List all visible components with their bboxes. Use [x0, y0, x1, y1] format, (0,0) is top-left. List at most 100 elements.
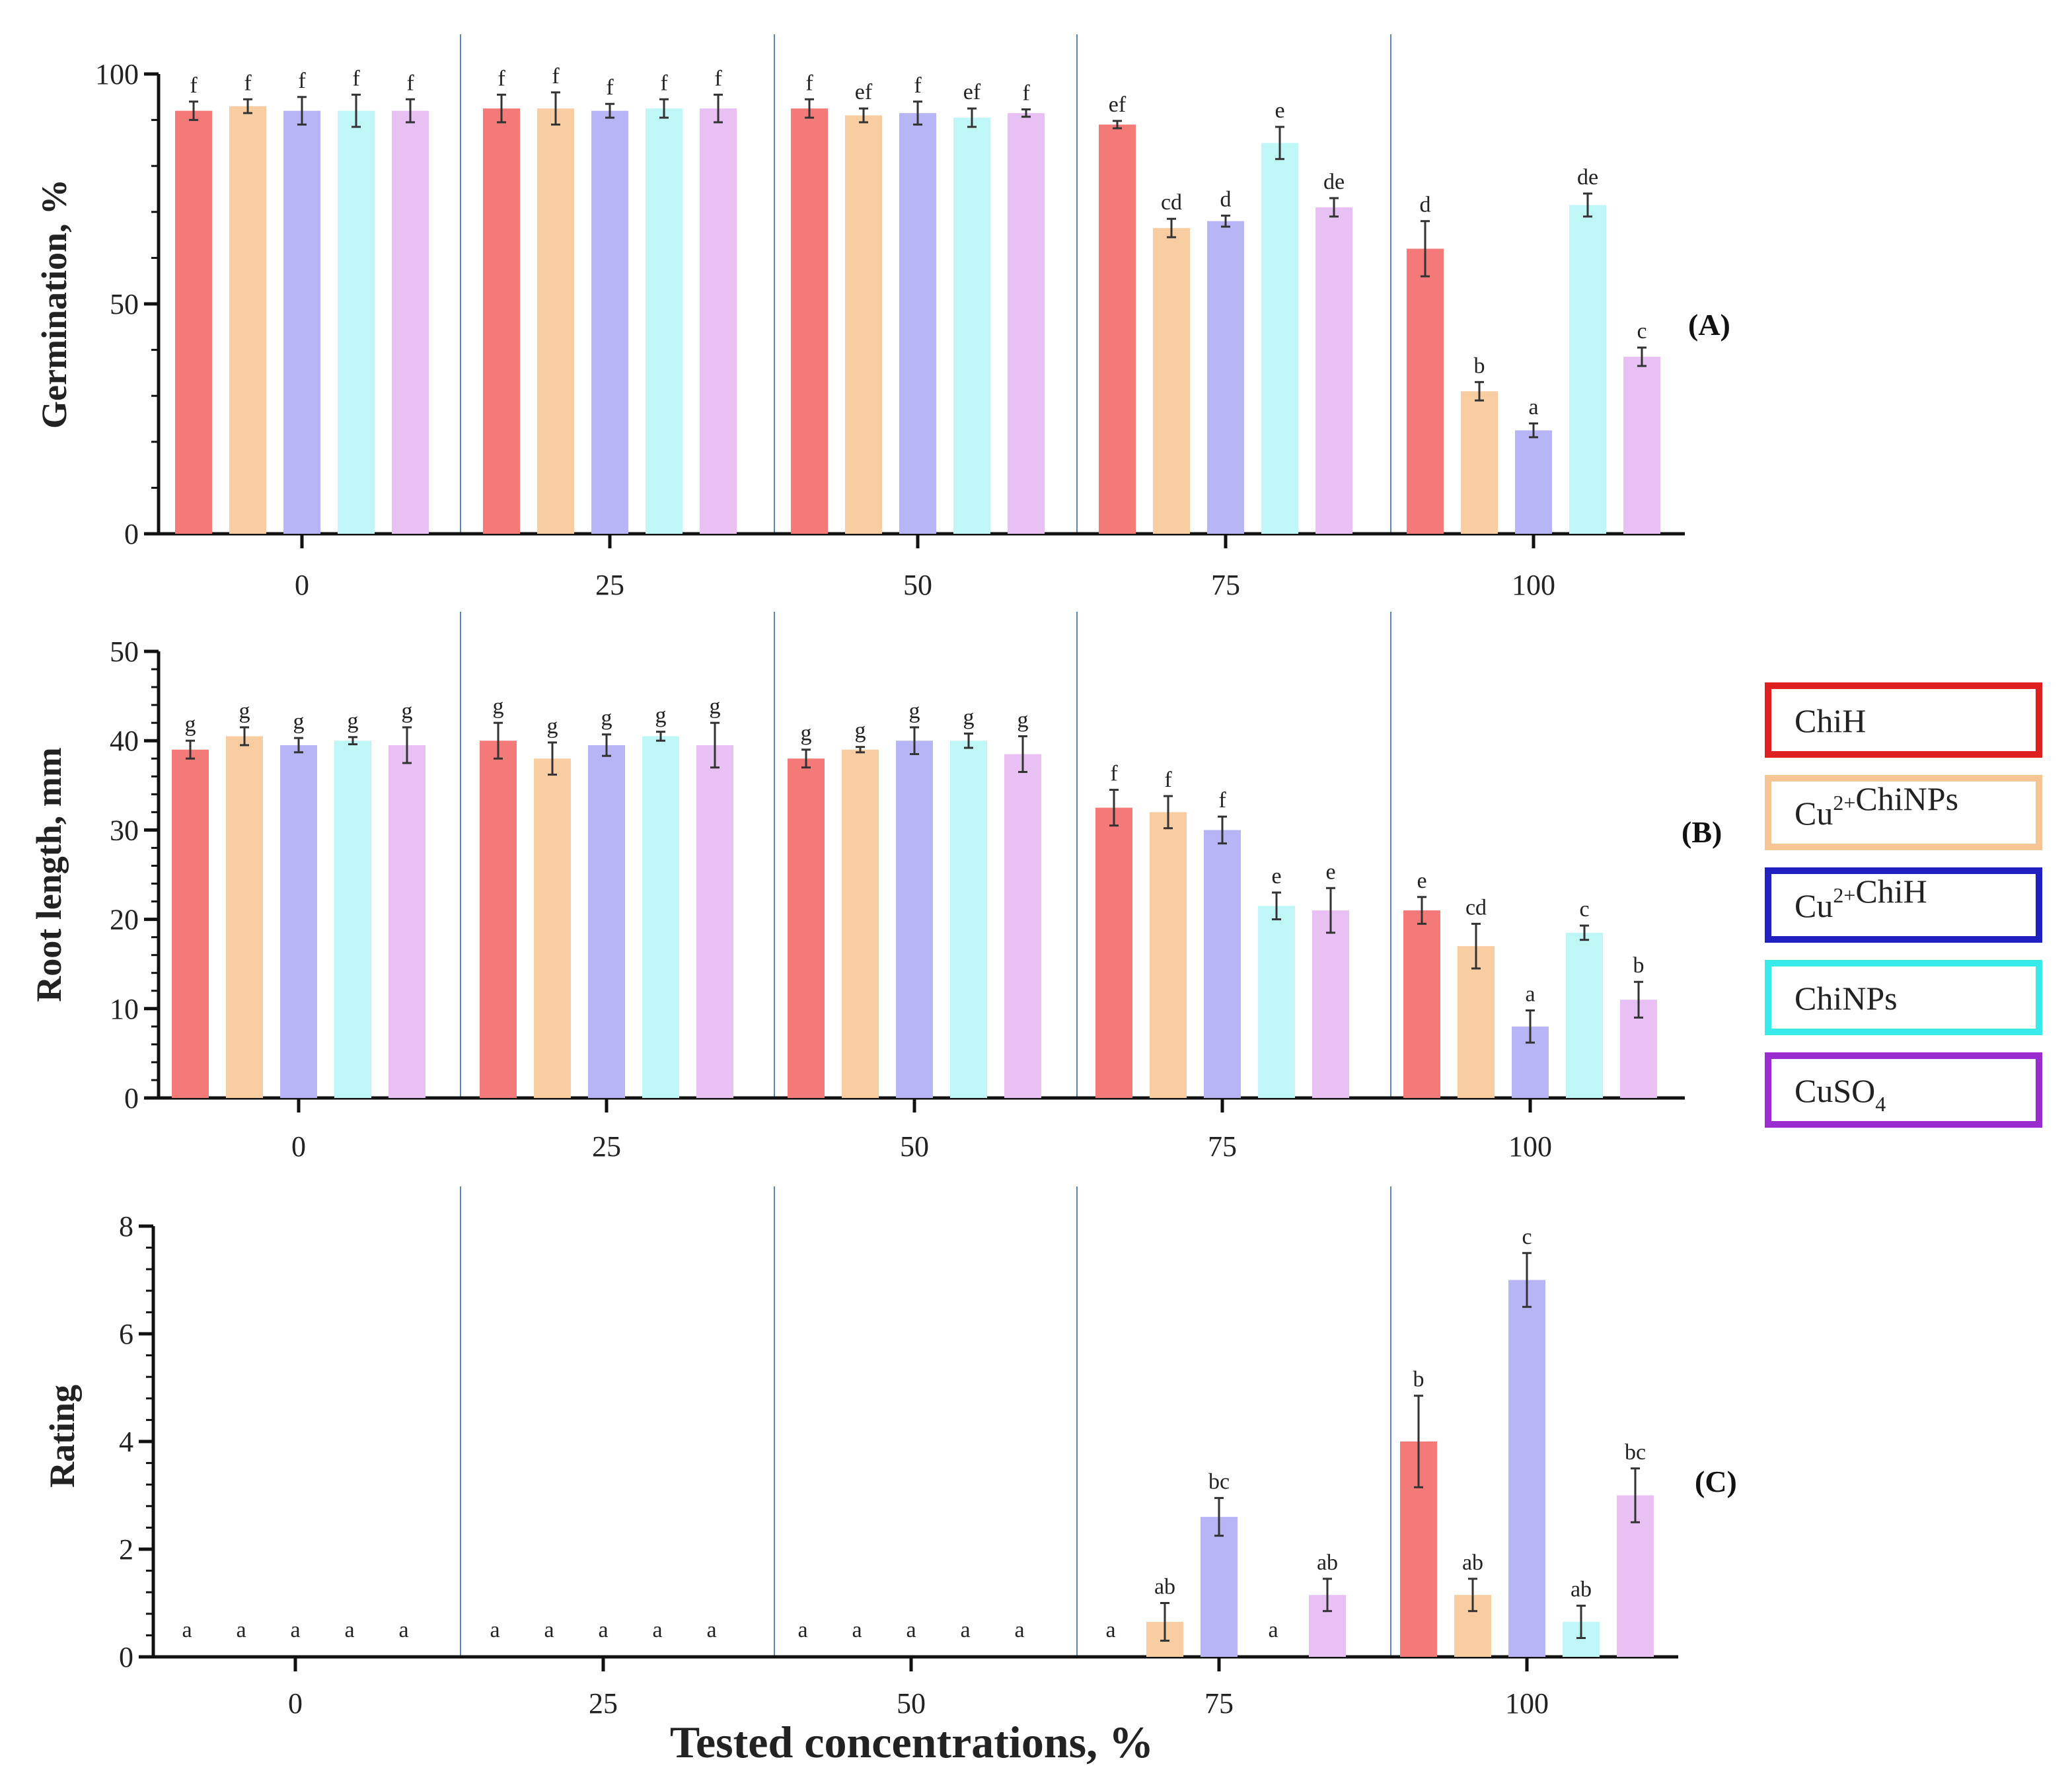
bar-cuchih: [280, 745, 317, 1098]
significance-letter: g: [493, 694, 504, 719]
bar-chih: [791, 108, 828, 534]
panel-label: (A): [1688, 308, 1730, 342]
y-tick-label: 0: [124, 518, 139, 550]
significance-letter: c: [1579, 897, 1589, 922]
legend-label-cuchih: Cu2+ChiH: [1794, 873, 1927, 924]
y-tick-label: 4: [119, 1426, 133, 1458]
significance-letter: f: [244, 71, 252, 95]
significance-letter: a: [290, 1618, 300, 1642]
significance-letter: a: [1528, 395, 1538, 419]
legend-box-chinps: [1765, 960, 2042, 1035]
bar-cuchih: [283, 110, 320, 534]
significance-letter: g: [185, 712, 196, 737]
significance-letter: f: [1022, 81, 1030, 106]
significance-letter: a: [1525, 982, 1535, 1007]
significance-letter: g: [655, 704, 667, 728]
significance-letter: ef: [963, 80, 981, 104]
bar-chinps: [953, 118, 990, 534]
bar-cuchih: [1508, 1280, 1545, 1657]
legend-label-chinps: ChiNPs: [1794, 980, 1898, 1017]
significance-letter: f: [805, 71, 813, 95]
bar-cuchih: [1515, 430, 1552, 534]
bar-cuchinps: [229, 106, 266, 534]
significance-letter: f: [1110, 762, 1118, 786]
significance-letter: f: [914, 73, 922, 98]
y-tick-label: 10: [110, 993, 139, 1025]
bar-chinps: [338, 110, 375, 534]
significance-letter: f: [660, 71, 668, 95]
significance-letter: cd: [1161, 190, 1182, 215]
bar-cuchinps: [226, 736, 263, 1098]
significance-letter: ab: [1462, 1550, 1483, 1575]
significance-letter: c: [1522, 1225, 1532, 1249]
legend-label-cuchinps: Cu2+ChiNPs: [1794, 780, 1958, 832]
y-axis-label: Root length, mm: [29, 747, 69, 1002]
significance-letter: f: [606, 75, 614, 100]
significance-letter: a: [544, 1618, 554, 1642]
significance-letter: e: [1325, 859, 1335, 884]
y-tick-label: 8: [119, 1210, 133, 1243]
bar-chinps: [642, 736, 679, 1098]
bar-chih: [788, 758, 825, 1098]
significance-letter: a: [1014, 1618, 1024, 1642]
significance-letter: de: [1323, 170, 1345, 194]
bar-cuchinps: [845, 115, 882, 534]
bar-chih: [172, 749, 209, 1098]
significance-letter: f: [352, 66, 360, 91]
x-tick-label: 50: [897, 1687, 926, 1720]
significance-letter: f: [190, 73, 198, 98]
x-tick-label: 50: [903, 569, 932, 601]
significance-letter: d: [1220, 187, 1232, 211]
significance-letter: d: [1420, 193, 1431, 217]
bar-chih: [1403, 910, 1440, 1098]
bar-cuchih: [899, 113, 936, 534]
bar-cuchih: [588, 745, 625, 1098]
bar-chinps: [1566, 932, 1603, 1098]
bar-chinps: [1261, 143, 1298, 534]
bar-chih: [1407, 248, 1444, 534]
bar-cuso4: [700, 108, 737, 534]
legend: ChiH Cu2+ChiNPs Cu2+ChiH ChiNPs CuSO4: [1765, 682, 2042, 1128]
significance-letter: b: [1413, 1368, 1424, 1392]
x-tick-label: 0: [288, 1687, 303, 1720]
bar-cuso4: [392, 110, 429, 534]
significance-letter: a: [1105, 1618, 1115, 1642]
bar-chih: [175, 110, 212, 534]
bar-chinps: [1258, 906, 1295, 1098]
significance-letter: a: [797, 1618, 807, 1642]
significance-letter: f: [552, 64, 560, 89]
significance-letter: a: [182, 1618, 192, 1642]
bar-chinps: [334, 741, 371, 1098]
bar-cuso4: [1312, 910, 1349, 1098]
significance-letter: e: [1271, 864, 1281, 889]
x-tick-label: 0: [291, 1130, 306, 1163]
significance-letter: ab: [1154, 1575, 1175, 1599]
bar-cuchinps: [1153, 228, 1190, 534]
bar-chinps: [646, 108, 683, 534]
significance-letter: cd: [1465, 895, 1487, 920]
legend-box-cuchih: [1765, 867, 2042, 943]
significance-letter: g: [601, 706, 612, 731]
significance-letter: g: [963, 705, 975, 729]
significance-letter: g: [801, 721, 812, 746]
bar-cuso4: [1623, 357, 1660, 534]
x-tick-label: 25: [592, 1130, 621, 1163]
y-tick-label: 20: [110, 904, 139, 936]
x-tick-label: 100: [1508, 1130, 1552, 1163]
y-tick-label: 40: [110, 725, 139, 757]
significance-letter: f: [1164, 768, 1172, 792]
significance-letter: a: [652, 1618, 662, 1642]
bar-chinps: [950, 741, 987, 1098]
significance-letter: f: [298, 69, 306, 93]
significance-letter: a: [852, 1618, 862, 1642]
bar-cuso4: [1315, 207, 1352, 534]
y-tick-label: 6: [119, 1318, 133, 1350]
x-tick-label: 75: [1208, 1130, 1237, 1163]
bar-cuchinps: [534, 758, 571, 1098]
bar-cuso4: [696, 745, 733, 1098]
significance-letter: g: [547, 714, 558, 739]
panel-c-rating: 0 2 4 6 8 0 a a a a a 25 a a a a a 50 a a a a a 75 a ab bc a ab 100 b a…: [42, 1186, 1737, 1720]
y-tick-label: 2: [119, 1533, 133, 1566]
x-tick-label: 25: [589, 1687, 618, 1720]
